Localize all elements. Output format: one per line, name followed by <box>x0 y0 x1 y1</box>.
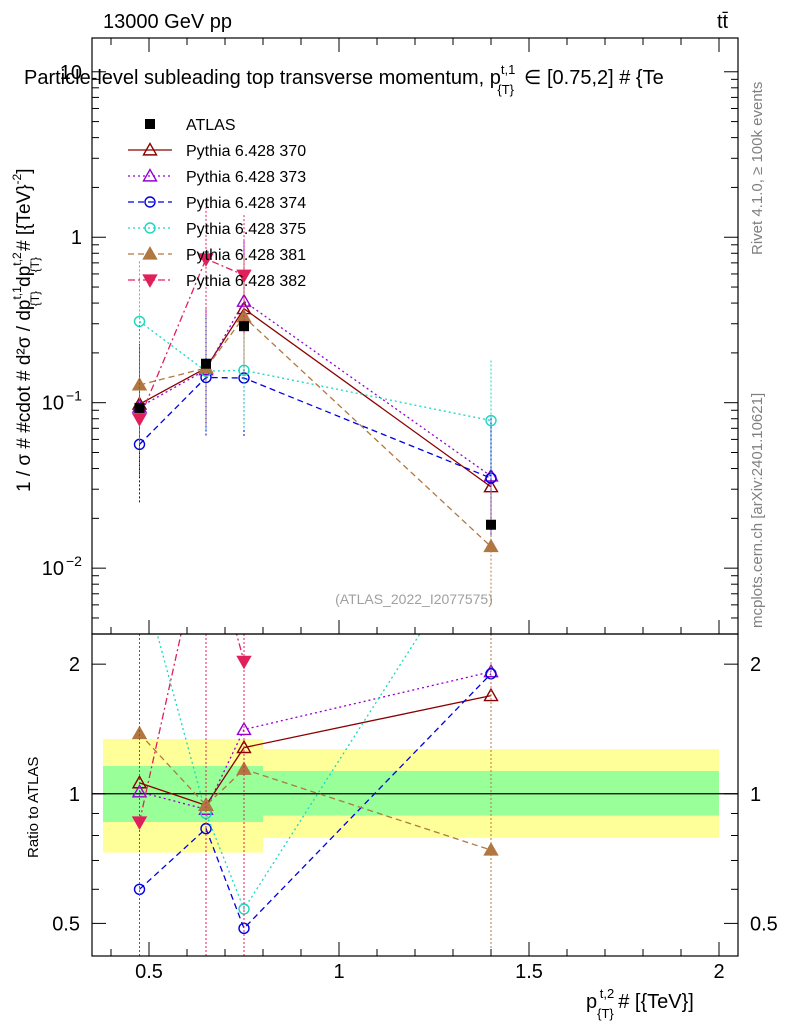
legend-entry: Pythia 6.428 381 <box>128 246 306 264</box>
plot-title: Particle-level subleading top transverse… <box>24 62 664 97</box>
x-tick-label: 1.5 <box>515 961 543 983</box>
atlas-data-point <box>239 321 249 332</box>
ratio-point <box>236 739 252 754</box>
series-point <box>131 413 148 427</box>
ratio-series <box>131 634 252 956</box>
legend-marker <box>142 246 158 260</box>
process-label: tt̄ <box>717 11 729 33</box>
x-tick-label: 0.5 <box>135 961 163 983</box>
series-line <box>139 300 492 477</box>
series-382 <box>131 198 252 479</box>
ratio-series-line <box>156 634 421 911</box>
legend-label: Pythia 6.428 373 <box>186 169 306 186</box>
atlas-data-point <box>201 358 211 369</box>
atlas-data <box>134 321 496 530</box>
main-series-layer <box>131 198 499 607</box>
legend-marker <box>142 142 158 156</box>
ratio-series-line <box>139 733 492 851</box>
series-point <box>236 269 252 284</box>
series-line <box>139 320 492 422</box>
legend-label: Pythia 6.428 375 <box>186 221 306 238</box>
legend-entry: Pythia 6.428 374 <box>128 195 306 212</box>
series-line <box>138 258 245 419</box>
x-tick-label: 2 <box>713 961 724 983</box>
ratio-series-line <box>139 673 492 930</box>
series-line <box>139 307 492 488</box>
series-381 <box>131 256 499 607</box>
x-axis-label: p{T}t,2 # [{TeV}] <box>586 986 694 1021</box>
ratio-point <box>483 663 499 678</box>
ratio-y-tick-label-right: 1 <box>750 784 761 806</box>
legend-label: Pythia 6.428 374 <box>186 195 306 212</box>
atlas-data-point <box>486 519 496 530</box>
ratio-y-tick-label: 0.5 <box>52 913 80 935</box>
legend-marker <box>142 274 158 288</box>
mcplots-label: mcplots.cern.ch [arXiv:2401.10621] <box>749 393 766 628</box>
ratio-point <box>131 725 148 740</box>
y-tick-label-exp: −2 <box>66 553 82 569</box>
legend-marker <box>144 222 156 234</box>
legend-label: Pythia 6.428 381 <box>186 247 306 264</box>
atlas-data-point <box>134 402 145 413</box>
y-tick-label: 1 <box>71 227 82 249</box>
y-tick-label-exp: −1 <box>66 388 82 404</box>
y-tick-label: 10 <box>42 393 64 415</box>
series-374 <box>133 317 497 539</box>
rivet-version-label: Rivet 4.1.0, ≥ 100k events <box>749 82 766 255</box>
y-tick-label: 10 <box>42 558 64 580</box>
legend-entry: Pythia 6.428 382 <box>128 273 306 290</box>
series-point <box>485 414 497 427</box>
y-axis-label: 1 / σ # #cdot # d²σ / dpt,1 {T}dpt,2 {T}# … <box>10 168 42 492</box>
series-375 <box>133 261 497 481</box>
energy-label: 13000 GeV pp <box>103 11 232 33</box>
ratio-point <box>236 655 252 670</box>
ratio-series-layer <box>131 634 499 956</box>
legend-label: Pythia 6.428 382 <box>186 273 306 290</box>
ratio-y-tick-label-right: 2 <box>750 654 761 676</box>
series-point <box>198 253 214 267</box>
analysis-watermark: (ATLAS_2022_I2077575) <box>335 591 493 607</box>
ratio-y-tick-label-right: 0.5 <box>750 913 778 935</box>
legend-entry: Pythia 6.428 373 <box>128 168 306 186</box>
legend-entry: Pythia 6.428 375 <box>128 221 306 238</box>
series-line <box>139 376 492 479</box>
ratio-bands <box>92 739 738 853</box>
ratio-point <box>131 784 148 798</box>
ratio-series-line <box>139 695 492 807</box>
legend-marker <box>142 168 158 182</box>
ratio-point <box>131 816 148 830</box>
x-tick-label: 1 <box>333 961 344 983</box>
ratio-y-tick-label: 2 <box>69 654 80 676</box>
ratio-point <box>483 687 499 702</box>
ratio-y-tick-label: 1 <box>69 784 80 806</box>
legend-marker <box>145 119 155 129</box>
legend-label: Pythia 6.428 370 <box>186 143 306 160</box>
legend-entry: Pythia 6.428 370 <box>128 142 306 160</box>
legend-entry: ATLAS <box>145 117 236 134</box>
series-point <box>483 538 499 553</box>
legend-marker <box>144 196 156 208</box>
legend: ATLAS Pythia 6.428 370 Pythia 6.428 373 Pyt… <box>128 117 306 290</box>
series-line <box>139 315 492 548</box>
ratio-point <box>483 842 499 856</box>
ratio-axis-label: Ratio to ATLAS <box>25 757 42 858</box>
y-tick-label: 10 <box>60 62 82 84</box>
legend-label: ATLAS <box>186 117 236 134</box>
